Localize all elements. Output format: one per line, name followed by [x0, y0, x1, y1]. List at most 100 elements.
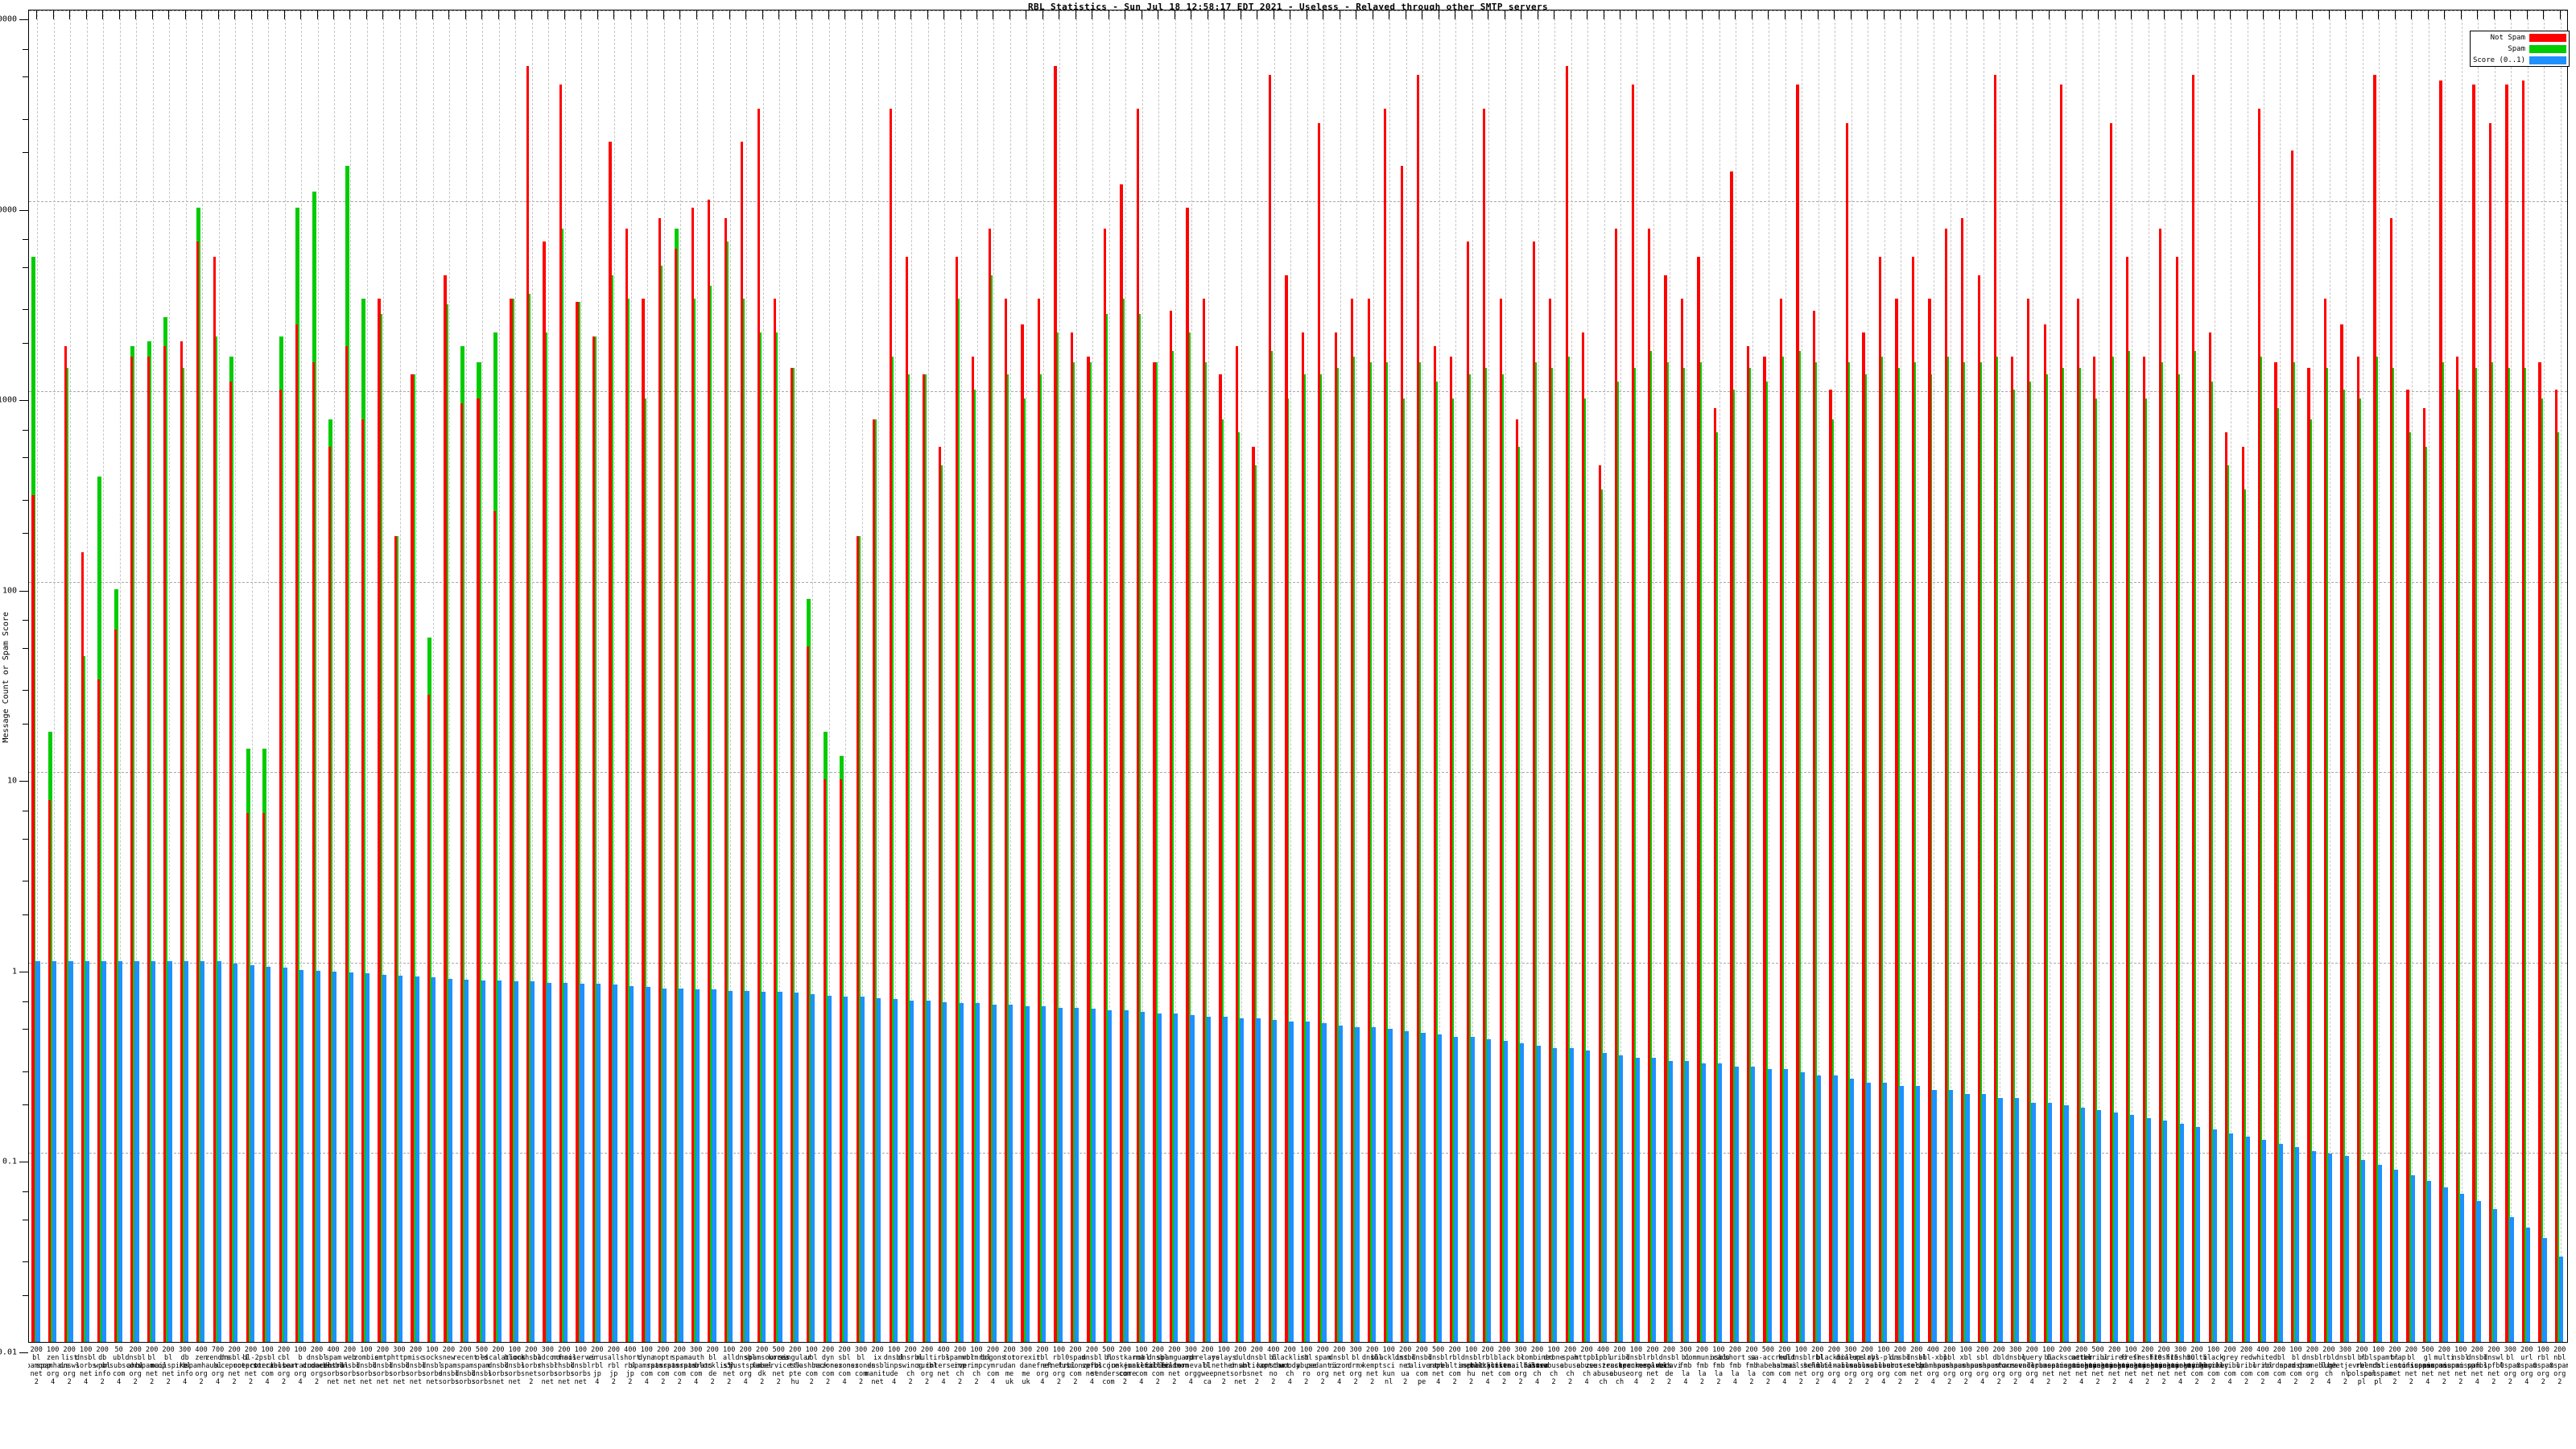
bar-not-spam: [2389, 217, 2393, 1342]
bar-not-spam: [988, 229, 991, 1342]
x-tick-label: 200 pbl spamhaus org 2: [1933, 1346, 1967, 1386]
x-tick-label: 200 spamguard leadmon net 2: [1156, 1346, 1194, 1386]
bar-not-spam: [1235, 345, 1239, 1342]
bar-not-spam: [147, 356, 150, 1342]
bar-score: [2410, 1175, 2415, 1342]
bar-score: [1981, 1094, 1987, 1342]
bar-score: [1536, 1045, 1541, 1342]
bar-group: [2371, 10, 2387, 1342]
bar-group: [606, 10, 622, 1342]
x-tick-label: 200 sa fmb la 2: [1745, 1346, 1758, 1386]
bar-not-spam: [2422, 408, 2426, 1342]
y-tick-major: [19, 19, 28, 20]
bar-score: [2179, 1123, 2184, 1342]
bar-group: [1397, 10, 1414, 1342]
bar-not-spam: [675, 249, 678, 1342]
bar-group: [1975, 10, 1991, 1342]
x-tick-label: 200 relays mail-abuse org 2: [1849, 1346, 1891, 1386]
grid-line-vertical: [334, 10, 335, 1342]
bar-score: [1157, 1013, 1162, 1342]
bar-not-spam: [114, 630, 117, 1342]
bar-score: [530, 981, 535, 1342]
grid-line-vertical: [1785, 10, 1786, 1342]
bar-score: [778, 991, 782, 1342]
grid-line-vertical: [449, 10, 451, 1342]
plot-area: [28, 10, 2568, 1343]
grid-line-vertical: [2445, 10, 2446, 1342]
bar-group: [1348, 10, 1364, 1342]
grid-line-vertical: [1571, 10, 1572, 1342]
bar-not-spam: [1829, 390, 1832, 1342]
grid-line-vertical: [713, 10, 715, 1342]
bar-group: [738, 10, 754, 1342]
x-tick-label: 100 dnsbl openresolvers org 4: [1618, 1346, 1672, 1386]
x-tick-label: 200 singular ttk pte hu: [778, 1346, 812, 1386]
x-tick-label: 200 rbl realtimeblacklist com 2: [1437, 1346, 1508, 1386]
x-tick-label: 200 dnsbl net ua 2: [1394, 1346, 1416, 1386]
bar-score: [2394, 1170, 2399, 1342]
bar-group: [2190, 10, 2206, 1342]
x-tick-label: 500 sa-accredit habeas com 2: [1750, 1346, 1796, 1386]
bar-score: [332, 972, 337, 1342]
bar-group: [1018, 10, 1034, 1342]
bar-score: [547, 982, 551, 1342]
bar-group: [639, 10, 655, 1342]
bar-group: [1926, 10, 1942, 1342]
grid-line-vertical: [1307, 10, 1308, 1342]
x-tick-label: 100 relays nether net 2: [1211, 1346, 1236, 1386]
bar-group: [540, 10, 556, 1342]
bar-group: [1678, 10, 1695, 1342]
x-tick-label: 500 bl score senderscore com: [1090, 1346, 1137, 1386]
x-tick-label: 400 ipbl zeustracker abuse ch: [1585, 1346, 1631, 1386]
bar-group: [952, 10, 968, 1342]
bar-group: [441, 10, 457, 1342]
grid-line-vertical: [152, 10, 154, 1342]
grid-line-major: [29, 200, 2567, 202]
grid-line-vertical: [2346, 10, 2347, 1342]
bar-group: [2206, 10, 2222, 1342]
bar-not-spam: [2175, 256, 2178, 1342]
x-tick-label: 100 noserver dnsbl sorbs net: [564, 1346, 597, 1386]
bar-score: [415, 976, 419, 1342]
bar-group: [2157, 10, 2173, 1342]
bar-group: [1942, 10, 1958, 1342]
bar-score: [1487, 1038, 1492, 1342]
bar-score: [1042, 1005, 1046, 1342]
x-tick-label: 200 dnsbl burnt-tech com 2: [1882, 1346, 1924, 1386]
bar-not-spam: [31, 494, 35, 1342]
bar-not-spam: [2241, 447, 2244, 1342]
bar-score: [695, 989, 700, 1342]
bar-group: [804, 10, 820, 1342]
bar-group: [1744, 10, 1761, 1342]
x-tick-label: 100 rbl 0spam org 2: [2533, 1346, 2554, 1386]
bar-not-spam: [1532, 242, 1535, 1342]
legend-item-not-spam: Not Spam: [2473, 33, 2566, 42]
bar-group: [787, 10, 803, 1342]
grid-line-vertical: [2478, 10, 2479, 1342]
x-tick-label: 400 sbl-xbl spamhaus org 4: [1916, 1346, 1950, 1386]
bar-score: [233, 964, 238, 1342]
bar-score: [1652, 1058, 1657, 1342]
legend-label-score: Score (0..1): [2472, 56, 2525, 64]
bar-not-spam: [2093, 356, 2096, 1342]
bar-score: [2344, 1155, 2349, 1342]
bar-score: [2130, 1115, 2135, 1342]
grid-line-vertical: [531, 10, 533, 1342]
x-tick-label: 200 uribl zeustracker abuse ch: [1601, 1346, 1648, 1386]
legend-label-spam: Spam: [2508, 44, 2525, 53]
bar-not-spam: [1202, 299, 1206, 1342]
grid-line-vertical: [235, 10, 237, 1342]
grid-line-vertical: [268, 10, 270, 1342]
grid-line-vertical: [1075, 10, 1077, 1342]
bar-score: [2245, 1136, 2250, 1342]
x-tick-label: 200 red uribl com 2: [2235, 1346, 2257, 1386]
bar-group: [95, 10, 111, 1342]
x-tick-label: 100 bl spameatingmonkey net 2: [2030, 1346, 2097, 1386]
grid-line-vertical: [1174, 10, 1176, 1342]
bar-score: [217, 960, 221, 1342]
x-tick-label: 200 spam abuse ch 2: [1559, 1346, 1581, 1386]
grid-line-vertical: [696, 10, 698, 1342]
bar-group: [2025, 10, 2041, 1342]
bar-score: [2163, 1121, 2168, 1342]
